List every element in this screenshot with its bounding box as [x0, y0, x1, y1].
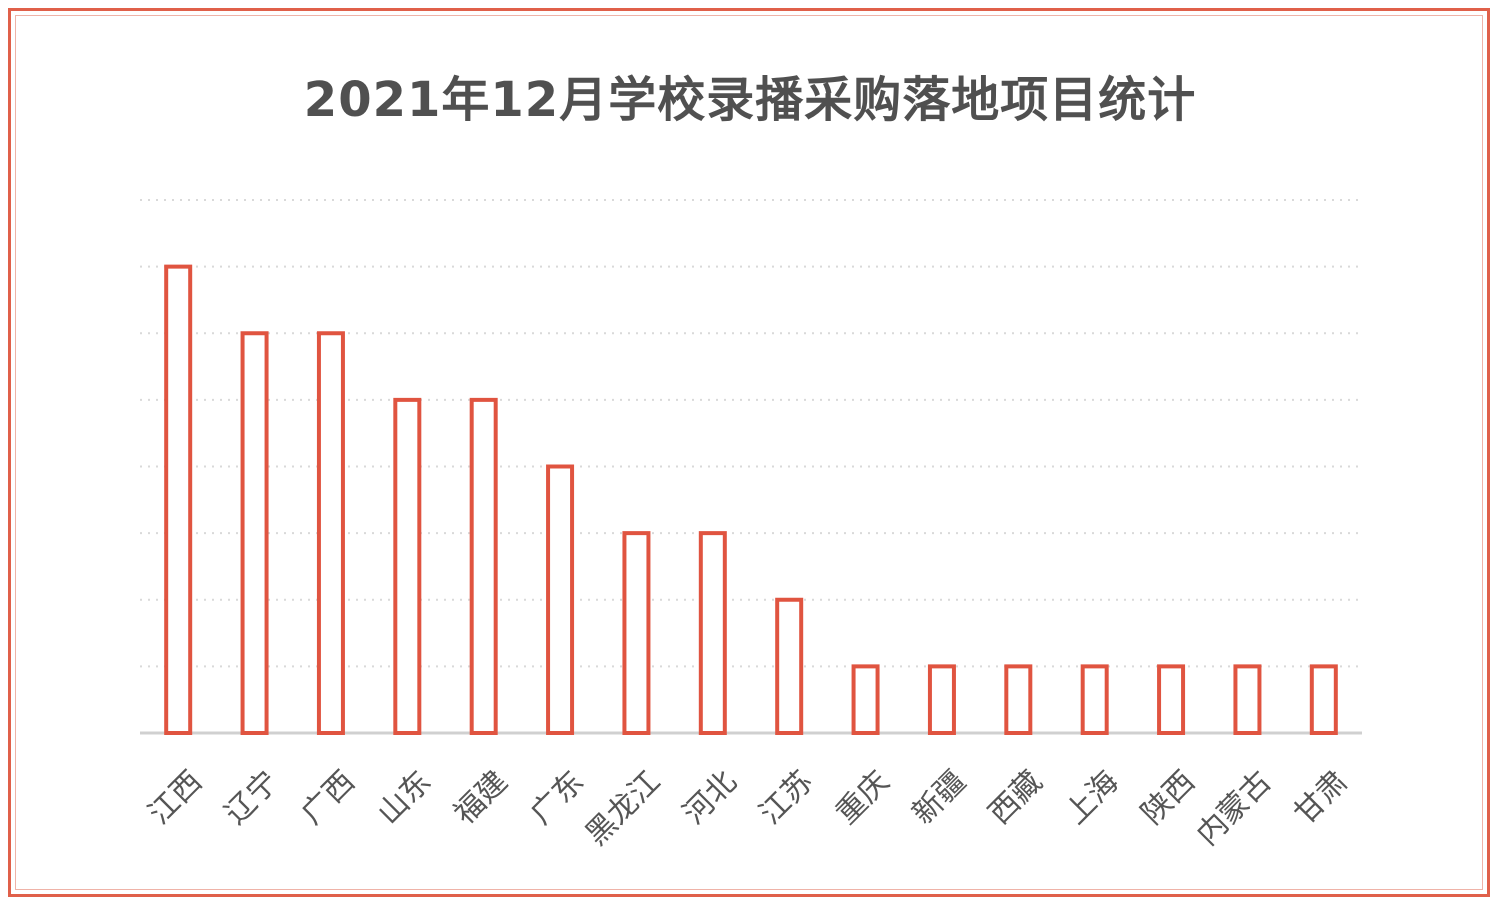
x-tick-label: 山东	[371, 764, 438, 831]
bar	[851, 664, 880, 735]
bars	[164, 264, 1338, 735]
bar	[164, 264, 193, 735]
bar	[393, 397, 422, 735]
bar	[698, 531, 727, 735]
bar	[927, 664, 956, 735]
bar	[775, 597, 804, 735]
x-tick-label: 上海	[1058, 764, 1125, 831]
bar	[1309, 664, 1338, 735]
bar	[240, 331, 269, 735]
chart-title: 2021年12月学校录播采购落地项目统计	[303, 72, 1197, 128]
bar	[622, 531, 651, 735]
x-tick-label: 辽宁	[218, 764, 285, 831]
x-tick-label: 江西	[142, 764, 209, 831]
x-tick-label: 福建	[447, 764, 514, 831]
bar	[469, 397, 498, 735]
x-tick-label: 西藏	[982, 764, 1049, 831]
bar	[1004, 664, 1033, 735]
bar	[1233, 664, 1262, 735]
x-tick-label: 甘肃	[1288, 764, 1355, 831]
x-tick-label: 重庆	[829, 764, 896, 831]
x-tick-label: 陕西	[1135, 764, 1202, 831]
bar	[1157, 664, 1186, 735]
bar	[1080, 664, 1109, 735]
x-tick-label: 广西	[295, 764, 362, 831]
x-tick-label: 新疆	[906, 764, 973, 831]
chart-inner-border	[15, 15, 1483, 890]
x-tick-label: 黑龙江	[579, 764, 667, 852]
x-tick-label: 内蒙古	[1190, 764, 1278, 852]
bar	[546, 464, 575, 735]
x-tick-label: 河北	[677, 764, 744, 831]
bar	[316, 331, 345, 735]
x-tick-label: 广东	[524, 764, 591, 831]
x-tick-label: 江苏	[753, 764, 820, 831]
